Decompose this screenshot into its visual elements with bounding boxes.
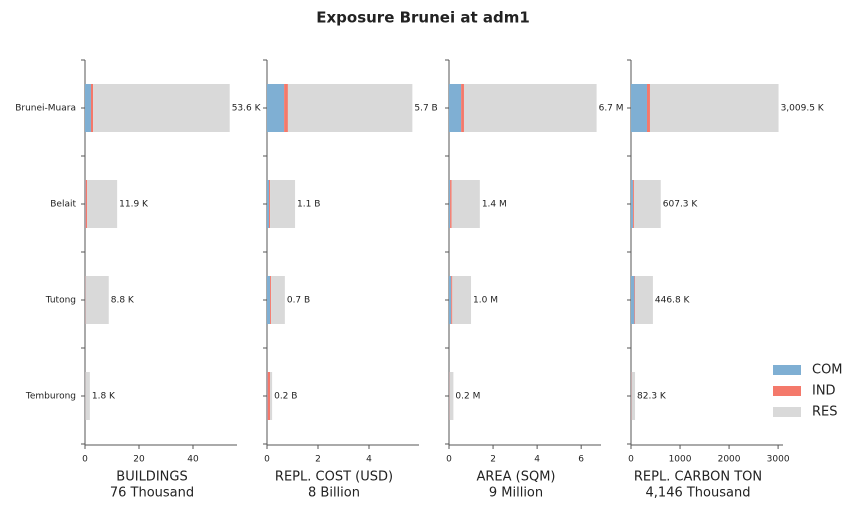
x-tick-label: 6 (578, 455, 584, 465)
value-label: 53.6 K (232, 104, 262, 114)
bar-segment (85, 276, 109, 324)
bar-segment (267, 372, 271, 420)
value-label: 0.2 B (274, 392, 297, 402)
bar-segment (269, 180, 271, 228)
bar-segment (267, 276, 271, 324)
bar-segment (449, 276, 452, 324)
x-tick-label: 0 (82, 455, 88, 465)
value-label: 6.7 M (599, 104, 624, 114)
bar-segment (93, 84, 230, 132)
bar-segment (85, 180, 86, 228)
bar-segment (85, 372, 90, 420)
bar-segment (633, 180, 661, 228)
bar-segment (452, 276, 472, 324)
bar-segment (449, 372, 454, 420)
bar-segment (451, 180, 480, 228)
bar-segment (85, 84, 91, 132)
bar-segment (632, 180, 634, 228)
value-label: 0.7 B (287, 296, 310, 306)
x-tick-label: 0 (628, 455, 634, 465)
bar-segment (270, 180, 296, 228)
x-tick-label: 3000 (767, 455, 790, 465)
y-tick-label: Tutong (45, 296, 76, 306)
bar-segment (271, 276, 285, 324)
bar-segment (461, 84, 464, 132)
y-tick-label: Belait (50, 200, 76, 210)
bar-segment (631, 180, 633, 228)
legend-label: RES (812, 405, 838, 420)
bar-segment (449, 84, 462, 132)
x-axis-label: REPL. CARBON TON (634, 470, 762, 485)
x-axis-sublabel: 9 Million (489, 486, 543, 501)
legend-swatch (773, 407, 801, 417)
value-label: 1.8 K (92, 392, 116, 402)
x-tick-label: 4 (366, 455, 372, 465)
bar-segment (634, 276, 636, 324)
x-tick-label: 0 (264, 455, 270, 465)
bar-segment (87, 180, 118, 228)
x-axis-label: REPL. COST (USD) (275, 470, 393, 485)
x-axis-sublabel: 76 Thousand (110, 486, 194, 501)
y-tick-label: Temburong (25, 392, 76, 402)
value-label: 5.7 B (414, 104, 437, 114)
x-axis-label: AREA (SQM) (476, 470, 555, 485)
value-label: 607.3 K (663, 200, 699, 210)
bar-segment (287, 84, 413, 132)
value-label: 8.8 K (111, 296, 135, 306)
bar-segment (267, 84, 285, 132)
x-tick-label: 0 (446, 455, 452, 465)
x-tick-label: 4 (534, 455, 540, 465)
legend-label: COM (812, 363, 843, 378)
bar-segment (284, 84, 288, 132)
y-tick-label: Brunei-Muara (15, 104, 76, 114)
value-label: 1.4 M (482, 200, 507, 210)
x-axis-sublabel: 8 Billion (308, 486, 360, 501)
x-axis-label: BUILDINGS (116, 470, 187, 485)
x-tick-label: 1000 (669, 455, 692, 465)
x-axis-sublabel: 4,146 Thousand (646, 486, 751, 501)
value-label: 1.1 B (297, 200, 320, 210)
bar-segment (270, 276, 272, 324)
bar-segment (631, 276, 635, 324)
bar-segment (90, 84, 94, 132)
bar-segment (270, 372, 273, 420)
legend-swatch (773, 386, 801, 396)
bar-segment (267, 372, 268, 420)
x-tick-label: 2 (315, 455, 321, 465)
value-label: 0.2 M (455, 392, 480, 402)
bar-segment (267, 180, 270, 228)
bar-segment (451, 276, 453, 324)
bar-segment (635, 276, 653, 324)
bar-segment (649, 84, 779, 132)
bar-segment (85, 180, 88, 228)
value-label: 3,009.5 K (781, 104, 825, 114)
legend-label: IND (812, 384, 836, 399)
bar-segment (463, 84, 597, 132)
x-tick-label: 2 (490, 455, 496, 465)
x-tick-label: 40 (187, 455, 199, 465)
value-label: 1.0 M (473, 296, 498, 306)
bar-segment (646, 84, 650, 132)
bar-segment (631, 84, 647, 132)
x-tick-label: 20 (133, 455, 145, 465)
legend-swatch (773, 365, 801, 375)
bar-segment (449, 180, 451, 228)
value-label: 82.3 K (637, 392, 667, 402)
value-label: 446.8 K (655, 296, 691, 306)
bar-segment (450, 180, 452, 228)
bar-segment (631, 372, 636, 420)
value-label: 11.9 K (119, 200, 149, 210)
x-tick-label: 2000 (718, 455, 741, 465)
chart-title: Exposure Brunei at adm1 (316, 9, 530, 27)
